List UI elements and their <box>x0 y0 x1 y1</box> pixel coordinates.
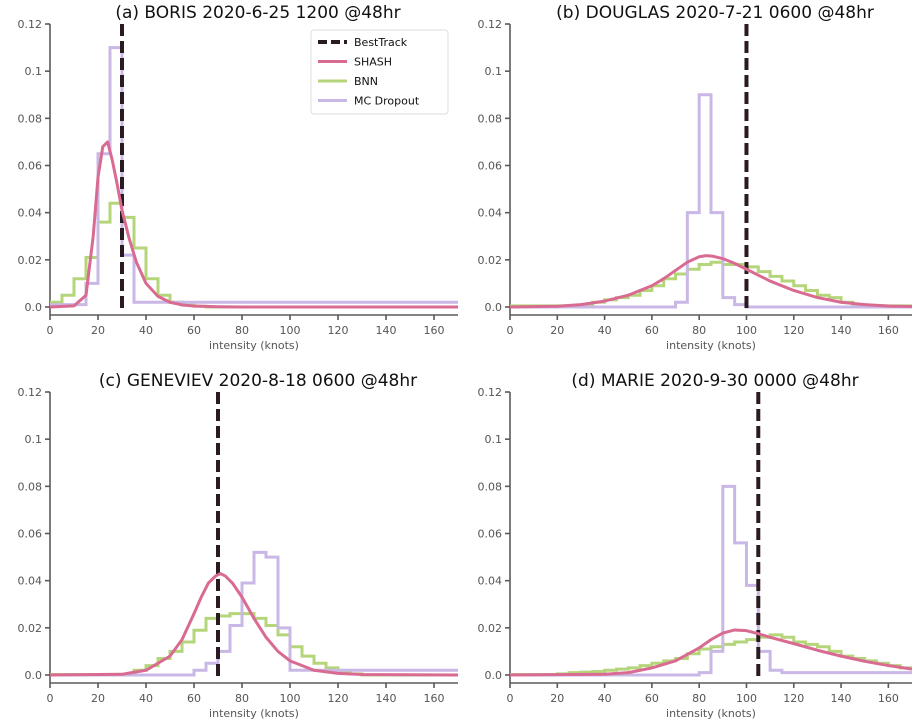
x-tick-label: 20 <box>91 324 105 337</box>
y-tick-label: 0.0 <box>25 301 43 314</box>
y-tick-label: 0.04 <box>478 207 503 220</box>
x-tick-label: 0 <box>507 324 514 337</box>
y-tick-label: 0.08 <box>478 480 503 493</box>
panel-a: (a) BORIS 2020-6-25 1200 @48hr 0.0 0.02 0.0… <box>18 3 458 352</box>
x-axis-label: intensity (knots) <box>666 707 756 720</box>
x-axis-label: intensity (knots) <box>209 707 299 720</box>
y-tick-label: 0.02 <box>478 622 503 635</box>
legend-label: BestTrack <box>354 36 408 49</box>
x-tick-label: 40 <box>139 324 153 337</box>
y-tick-label: 0.08 <box>18 480 43 493</box>
y-tick-label: 0.12 <box>18 18 43 31</box>
panel-b: (b) DOUGLAS 2020-7-21 0600 @48hr 0.0 0.02 0… <box>478 3 912 352</box>
x-tick-label: 0 <box>507 692 514 705</box>
x-tick-label: 60 <box>645 324 659 337</box>
y-tick-label: 0.04 <box>18 207 43 220</box>
y-tick-label: 0.12 <box>478 386 503 399</box>
panel-title: (a) BORIS 2020-6-25 1200 @48hr <box>115 3 400 23</box>
panel-title: (d) MARIE 2020-9-30 0000 @48hr <box>571 371 858 391</box>
mc-dropout-histogram <box>510 93 912 309</box>
x-tick-label: 120 <box>783 692 804 705</box>
x-tick-label: 120 <box>328 324 349 337</box>
bnn-histogram <box>50 612 458 677</box>
mc-dropout-histogram <box>50 550 458 677</box>
y-tick-label: 0.1 <box>485 433 503 446</box>
x-tick-label: 120 <box>328 692 349 705</box>
x-tick-label: 40 <box>598 692 612 705</box>
x-tick-label: 60 <box>187 324 201 337</box>
y-tick-label: 0.06 <box>18 160 43 173</box>
x-tick-label: 40 <box>139 692 153 705</box>
shash-curve <box>510 628 912 677</box>
x-tick-label: 80 <box>692 324 706 337</box>
y-tick-label: 0.12 <box>478 18 503 31</box>
bnn-histogram <box>510 260 912 308</box>
panel-d: (d) MARIE 2020-9-30 0000 @48hr 0.0 0.02 0.0… <box>478 371 912 720</box>
panel-c: (c) GENEVIEV 2020-8-18 0600 @48hr 0.0 0.02… <box>18 371 458 720</box>
y-tick-label: 0.02 <box>18 254 43 267</box>
y-tick-label: 0.02 <box>18 622 43 635</box>
y-tick-label: 0.0 <box>485 301 503 314</box>
x-tick-label: 0 <box>47 692 54 705</box>
y-tick-label: 0.04 <box>18 575 43 588</box>
x-tick-label: 60 <box>187 692 201 705</box>
x-tick-label: 20 <box>91 692 105 705</box>
x-tick-label: 160 <box>424 692 445 705</box>
y-tick-label: 0.04 <box>478 575 503 588</box>
x-tick-label: 160 <box>424 324 445 337</box>
shash-curve <box>50 572 458 677</box>
x-tick-label: 100 <box>736 324 757 337</box>
x-tick-label: 160 <box>878 324 899 337</box>
y-tick-label: 0.0 <box>25 669 43 682</box>
shash-curve <box>50 140 458 309</box>
y-tick-label: 0.06 <box>478 528 503 541</box>
legend-label: MC Dropout <box>354 95 420 108</box>
x-tick-label: 40 <box>598 324 612 337</box>
shash-curve <box>510 254 912 309</box>
x-tick-label: 140 <box>376 324 397 337</box>
y-tick-label: 0.02 <box>478 254 503 267</box>
x-tick-label: 80 <box>235 692 249 705</box>
y-tick-label: 0.08 <box>18 112 43 125</box>
plot-area <box>510 392 912 677</box>
x-tick-label: 80 <box>235 324 249 337</box>
x-tick-label: 100 <box>736 692 757 705</box>
y-tick-label: 0.06 <box>478 160 503 173</box>
x-tick-label: 140 <box>831 692 852 705</box>
y-tick-label: 0.0 <box>485 669 503 682</box>
plot-area <box>510 24 912 309</box>
panel-title: (c) GENEVIEV 2020-8-18 0600 @48hr <box>99 371 417 391</box>
y-tick-label: 0.1 <box>25 433 43 446</box>
x-tick-label: 140 <box>376 692 397 705</box>
legend-label: BNN <box>354 75 378 88</box>
x-tick-label: 100 <box>280 324 301 337</box>
x-tick-label: 140 <box>831 324 852 337</box>
x-axis-label: intensity (knots) <box>209 339 299 352</box>
x-tick-label: 20 <box>550 324 564 337</box>
x-tick-label: 0 <box>47 324 54 337</box>
x-tick-label: 80 <box>692 692 706 705</box>
y-tick-label: 0.06 <box>18 528 43 541</box>
y-tick-label: 0.1 <box>25 65 43 78</box>
plot-area <box>50 392 458 677</box>
legend-box <box>310 29 449 115</box>
x-tick-label: 120 <box>783 324 804 337</box>
plot-area <box>50 24 458 309</box>
legend: BestTrack SHASH BNN MC Dropout <box>310 29 449 115</box>
x-tick-label: 60 <box>645 692 659 705</box>
panel-title: (b) DOUGLAS 2020-7-21 0600 @48hr <box>556 3 874 23</box>
bnn-histogram <box>50 201 458 309</box>
y-tick-label: 0.08 <box>478 112 503 125</box>
mc-dropout-histogram <box>510 484 912 677</box>
x-tick-label: 100 <box>280 692 301 705</box>
legend-label: SHASH <box>354 56 392 69</box>
x-tick-label: 20 <box>550 692 564 705</box>
y-tick-label: 0.12 <box>18 386 43 399</box>
x-tick-label: 160 <box>878 692 899 705</box>
x-axis-label: intensity (knots) <box>666 339 756 352</box>
y-tick-label: 0.1 <box>485 65 503 78</box>
